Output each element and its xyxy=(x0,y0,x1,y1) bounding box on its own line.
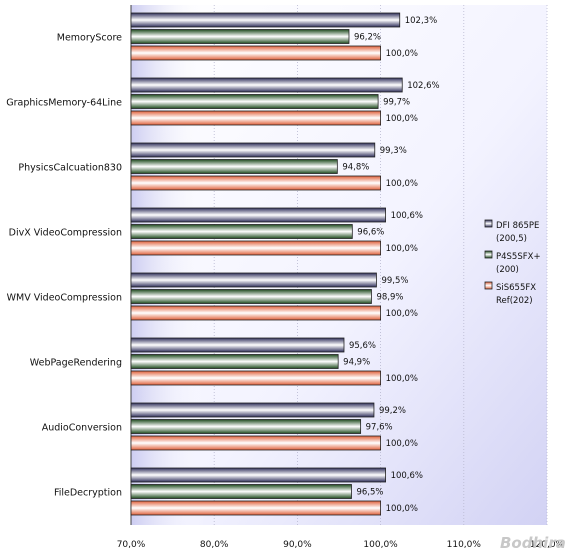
bar xyxy=(130,272,377,288)
data-label: 95,6% xyxy=(349,341,376,351)
bar xyxy=(130,175,382,191)
legend-label: Ref(202) xyxy=(496,296,533,306)
data-label: 102,3% xyxy=(405,16,437,26)
x-tick-label: 80,0% xyxy=(200,540,229,550)
data-label: 98,9% xyxy=(376,293,403,303)
legend-swatch xyxy=(484,250,493,259)
bar xyxy=(130,500,382,516)
data-label: 100,0% xyxy=(386,309,418,319)
data-label: 100,0% xyxy=(386,179,418,189)
data-label: 100,0% xyxy=(386,374,418,384)
x-tick-label: 90,0% xyxy=(283,540,312,550)
bar xyxy=(130,337,345,353)
data-label: 100,0% xyxy=(386,244,418,254)
data-label: 96,5% xyxy=(356,488,383,498)
bar xyxy=(130,354,339,369)
bar xyxy=(130,77,403,93)
bar xyxy=(130,159,338,174)
category-label: AudioConversion xyxy=(42,423,122,434)
bar xyxy=(130,419,362,434)
legend-label: (200) xyxy=(496,265,519,275)
bar xyxy=(130,240,382,256)
data-label: 99,5% xyxy=(381,276,408,286)
data-label: 100,6% xyxy=(391,211,423,221)
legend-label: SiS655FX xyxy=(496,283,536,293)
bar xyxy=(130,45,382,61)
data-label: 97,6% xyxy=(366,423,393,433)
data-label: 99,2% xyxy=(379,406,406,416)
bar xyxy=(130,484,352,499)
data-label: 94,9% xyxy=(343,358,370,368)
bar xyxy=(130,12,401,28)
data-label: 100,6% xyxy=(391,471,423,481)
category-labels: MemoryScore GraphicsMemory-64Line PhysicsC… xyxy=(6,33,122,499)
bar xyxy=(130,305,382,321)
x-tick-label: 120,0% xyxy=(530,540,565,550)
legend-label: (200,5) xyxy=(496,234,527,244)
watermark-text: Bodhira xyxy=(500,534,566,552)
bar xyxy=(130,224,353,239)
data-label: 100,0% xyxy=(386,114,418,124)
bars xyxy=(130,12,403,516)
legend-label: DFI 865PE xyxy=(496,221,539,231)
bar xyxy=(130,29,350,44)
x-tick-label: 100,0% xyxy=(363,540,398,550)
data-label: 94,8% xyxy=(342,163,369,173)
value-labels: 102,3% 96,2% 100,0% 102,6% 99,7% 100,0% 99,3% 9… xyxy=(342,16,439,514)
x-tick-label: 110,0% xyxy=(447,540,482,550)
category-label: WMV VideoCompression xyxy=(7,293,122,304)
data-label: 96,2% xyxy=(354,33,381,43)
data-label: 100,0% xyxy=(386,49,418,59)
legend: DFI 865PE (200,5) P4S5SFX+ (200) SiS655FX Ref… xyxy=(484,219,541,306)
legend-swatch xyxy=(484,281,493,290)
category-label: WebPageRendering xyxy=(30,358,122,369)
bar xyxy=(130,94,379,109)
data-label: 99,3% xyxy=(380,146,407,156)
category-label: FileDecryption xyxy=(54,488,122,499)
data-label: 100,0% xyxy=(386,439,418,449)
x-tick-label: 70,0% xyxy=(117,540,146,550)
legend-swatch xyxy=(484,219,493,228)
bar xyxy=(130,142,376,158)
x-axis-ticks: 70,0% 80,0% 90,0% 100,0% 110,0% 120,0% xyxy=(117,540,565,550)
bar xyxy=(130,435,382,451)
bar xyxy=(130,289,372,304)
data-label: 99,7% xyxy=(383,98,410,108)
category-label: PhysicsCalcuation830 xyxy=(18,163,122,174)
bar xyxy=(130,110,382,126)
data-label: 100,0% xyxy=(386,504,418,514)
bar xyxy=(130,370,382,386)
data-label: 102,6% xyxy=(407,81,439,91)
category-label: DivX VideoCompression xyxy=(9,228,122,239)
category-label: MemoryScore xyxy=(57,33,122,44)
bar xyxy=(130,207,386,223)
bar xyxy=(130,467,386,483)
bar xyxy=(130,402,375,418)
legend-label: P4S5SFX+ xyxy=(496,252,541,262)
data-label: 96,6% xyxy=(357,228,384,238)
category-label: GraphicsMemory-64Line xyxy=(6,98,122,109)
